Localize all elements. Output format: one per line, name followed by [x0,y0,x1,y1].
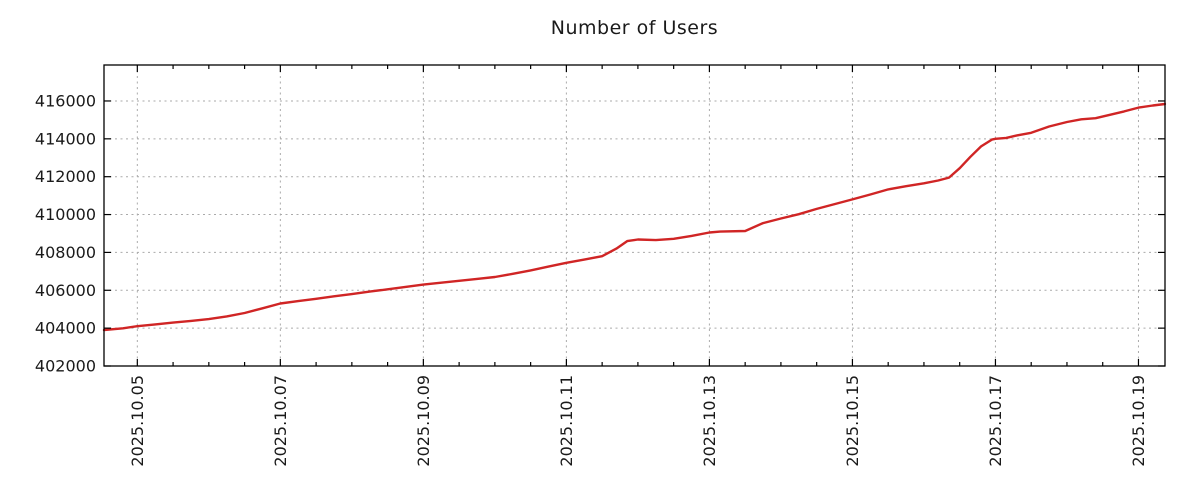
x-tick-label: 2025.10.15 [843,375,862,467]
y-tick-label: 406000 [35,281,96,300]
y-tick-label: 410000 [35,205,96,224]
chart-title: Number of Users [550,17,719,39]
y-tick-label: 412000 [35,167,96,186]
y-tick-label: 402000 [35,357,96,376]
y-tick-label: 414000 [35,129,96,148]
plot-border [103,64,1166,367]
y-tick-label: 404000 [35,319,96,338]
x-tick-label: 2025.10.05 [128,375,147,467]
x-tick-label: 2025.10.13 [700,375,719,467]
x-tick-label: 2025.10.07 [271,375,290,467]
x-tick-label: 2025.10.17 [986,375,1005,467]
y-tick-label: 408000 [35,243,96,262]
data-line-users [102,102,1167,332]
x-tick-label: 2025.10.11 [557,375,576,467]
y-tick-label: 416000 [35,91,96,110]
x-tick-label: 2025.10.09 [414,375,433,467]
x-tick-label: 2025.10.19 [1129,375,1148,467]
